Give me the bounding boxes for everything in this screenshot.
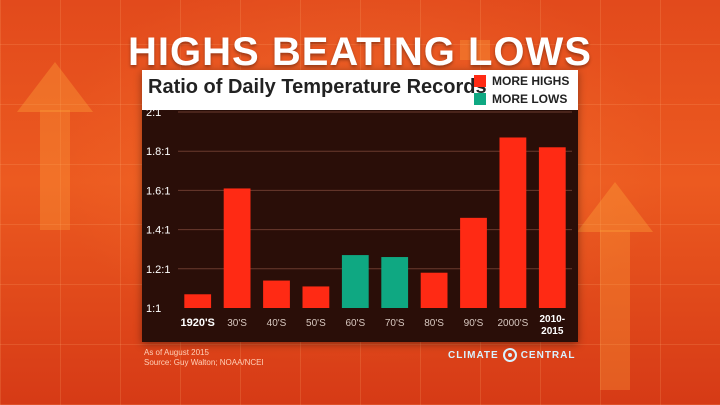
background-arrow-icon <box>17 62 93 112</box>
bar <box>223 188 251 308</box>
x-tick-label: 60'S <box>345 318 365 329</box>
y-tick-label: 1.8:1 <box>146 146 170 158</box>
x-tick-label: 2010- <box>540 314 566 325</box>
bar <box>538 147 566 308</box>
legend-item-more-highs: MORE HIGHS <box>474 72 569 90</box>
bar <box>460 217 487 308</box>
x-tick-label: 50'S <box>306 318 326 329</box>
logo-text-left: CLIMATE <box>448 349 499 361</box>
source-credit: Source: Guy Walton; NOAA/NCEI <box>144 358 264 367</box>
source-note: As of August 2015 Source: Guy Walton; NO… <box>144 348 264 368</box>
bar <box>420 272 448 308</box>
y-tick-label: 1.2:1 <box>146 264 170 276</box>
legend-label-more-highs: MORE HIGHS <box>492 74 570 88</box>
bar <box>184 294 212 308</box>
x-tick-label: 70'S <box>385 318 405 329</box>
bar <box>263 280 290 308</box>
chart-title: Ratio of Daily Temperature Records <box>148 76 487 98</box>
background-arrow-stem <box>600 230 630 390</box>
legend-item-more-lows: MORE LOWS <box>474 90 569 108</box>
bar <box>302 286 330 308</box>
background-arrow-stem <box>460 40 490 60</box>
y-tick-label: 2:1 <box>146 107 161 119</box>
legend-label-more-lows: MORE LOWS <box>492 92 568 106</box>
logo-mark-icon <box>502 348 517 362</box>
x-tick-label: 1920'S <box>180 317 214 329</box>
bar <box>341 255 369 308</box>
y-tick-label: 1:1 <box>146 303 161 315</box>
x-tick-label: 30'S <box>227 318 247 329</box>
x-tick-label: 80'S <box>424 318 444 329</box>
background-arrow-stem <box>40 110 70 230</box>
bar <box>499 137 527 308</box>
x-tick-label: 2015 <box>541 326 564 337</box>
climate-central-logo: CLIMATE CENTRAL <box>448 348 575 362</box>
bar <box>381 257 409 308</box>
x-tick-label: 40'S <box>267 318 287 329</box>
headline: HIGHS BEATING LOWS <box>128 30 592 74</box>
legend-swatch-more-lows <box>474 93 486 105</box>
chart-header <box>142 70 578 110</box>
as-of-note: As of August 2015 <box>144 348 209 357</box>
x-tick-label: 2000'S <box>497 318 528 329</box>
legend: MORE HIGHS MORE LOWS <box>474 72 569 108</box>
logo-text-right: CENTRAL <box>520 349 576 361</box>
y-tick-label: 1.4:1 <box>146 225 170 237</box>
legend-swatch-more-highs <box>474 75 486 87</box>
background-arrow-icon <box>577 182 653 232</box>
x-tick-label: 90'S <box>464 318 484 329</box>
y-tick-label: 1.6:1 <box>146 185 170 197</box>
